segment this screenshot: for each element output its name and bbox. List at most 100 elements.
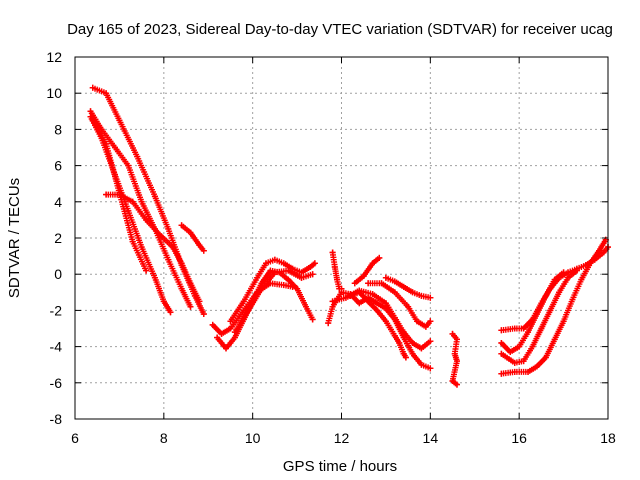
y-tick-label: -6 [50, 375, 63, 391]
data-point [453, 358, 460, 365]
data-point [285, 276, 292, 283]
data-point [551, 276, 558, 283]
data-point [356, 300, 363, 307]
data-point [167, 309, 174, 316]
data-point [369, 291, 376, 298]
data-point [573, 267, 580, 274]
series-sat-b [87, 108, 194, 310]
data-point [374, 307, 381, 314]
data-point [165, 225, 172, 232]
data-point [382, 318, 389, 325]
data-point [187, 280, 194, 287]
x-axis-label: GPS time / hours [283, 458, 397, 475]
data-point [511, 368, 518, 375]
data-point [418, 345, 425, 352]
series-sat-t [498, 269, 567, 356]
data-point [178, 285, 185, 292]
data-point [409, 350, 416, 357]
data-point [351, 280, 358, 287]
data-point [498, 370, 505, 377]
data-point [342, 294, 349, 301]
data-point [551, 336, 558, 343]
data-point [329, 303, 336, 310]
x-tick-label: 10 [245, 430, 261, 446]
data-point [391, 289, 398, 296]
data-point [520, 358, 527, 365]
data-point [209, 321, 216, 328]
data-point [418, 292, 425, 299]
x-tick-label: 18 [600, 430, 616, 446]
series-sat-o [365, 280, 434, 330]
data-point [560, 318, 567, 325]
data-point [529, 343, 536, 350]
data-point [129, 198, 136, 205]
x-tick-label: 6 [71, 430, 79, 446]
data-point [87, 113, 94, 120]
data-point [103, 140, 110, 147]
y-tick-label: 12 [46, 49, 62, 65]
data-point [267, 267, 274, 274]
data-point [134, 153, 141, 160]
data-point [565, 274, 572, 281]
data-point [309, 271, 316, 278]
data-point [376, 254, 383, 261]
data-point [178, 260, 185, 267]
data-point [360, 273, 367, 280]
data-point [511, 325, 518, 332]
data-point [414, 318, 421, 325]
data-point [507, 349, 514, 356]
data-point [240, 298, 247, 305]
chart-title: Day 165 of 2023, Sidereal Day-to-day VTE… [67, 21, 613, 38]
data-point [302, 303, 309, 310]
series-sat-g [214, 267, 316, 352]
x-tick-labels: 6 8 10 12 14 16 18 [71, 430, 616, 446]
data-point [227, 325, 234, 332]
y-tick-label: 8 [54, 121, 62, 137]
y-tick-labels: -8 -6 -4 -2 0 2 4 6 8 10 12 [46, 49, 62, 427]
data-point [298, 269, 305, 276]
series-sat-p [347, 289, 409, 361]
data-point [422, 323, 429, 330]
series-sat-q [382, 274, 434, 301]
data-point [285, 267, 292, 274]
x-tick-label: 8 [160, 430, 168, 446]
data-point [391, 314, 398, 321]
data-point [453, 381, 460, 388]
series-sat-m [351, 254, 383, 287]
series-sat-u [498, 267, 580, 366]
data-point [143, 267, 150, 274]
data-point [329, 249, 336, 256]
data-point [382, 300, 389, 307]
data-point [245, 307, 252, 314]
data-point [405, 303, 412, 310]
data-point [391, 278, 398, 285]
data-point [427, 318, 434, 325]
data-point [347, 292, 354, 299]
grid-lines [75, 57, 608, 419]
data-point [498, 339, 505, 346]
data-point [196, 298, 203, 305]
data-point [520, 325, 527, 332]
data-point [156, 231, 163, 238]
data-point [187, 229, 194, 236]
series-markers [103, 191, 203, 305]
data-point [578, 276, 585, 283]
data-point [400, 283, 407, 290]
data-point [402, 354, 409, 361]
data-point [427, 338, 434, 345]
data-point [143, 216, 150, 223]
data-point [160, 298, 167, 305]
data-point [356, 289, 363, 296]
data-point [89, 84, 96, 91]
data-point [400, 350, 407, 357]
data-point [525, 368, 532, 375]
data-point [187, 303, 194, 310]
data-point [569, 296, 576, 303]
data-point [125, 162, 132, 169]
data-point [298, 274, 305, 281]
data-point [280, 260, 287, 267]
y-tick-label: 4 [54, 194, 62, 210]
data-point [560, 269, 567, 276]
data-point [449, 330, 456, 337]
